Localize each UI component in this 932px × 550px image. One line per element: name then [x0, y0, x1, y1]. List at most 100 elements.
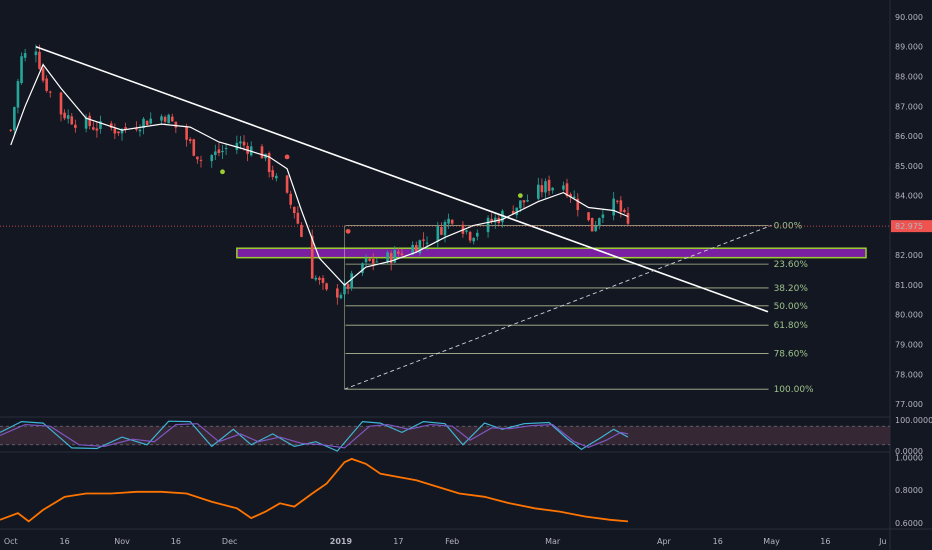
- candle-body: [318, 277, 321, 281]
- moving-average-line: [10, 63, 629, 286]
- candle-body: [217, 149, 221, 154]
- drawn-lines[interactable]: [35, 45, 772, 390]
- candle-body: [325, 283, 328, 290]
- candle-body: [590, 217, 594, 232]
- price-tick-label: 86.000: [895, 132, 923, 141]
- candle-body: [562, 185, 565, 190]
- candle-body: [210, 154, 214, 162]
- candle-body: [192, 139, 196, 156]
- lower-indicator-panel: 1.0000 0.8000 0.6000: [0, 453, 923, 528]
- candle-body: [74, 124, 77, 128]
- candle-body: [425, 242, 429, 244]
- candle-body: [163, 116, 167, 122]
- candle-body: [587, 212, 590, 221]
- candle-body: [221, 150, 224, 153]
- candle-body: [465, 230, 468, 232]
- candle-body: [576, 198, 580, 210]
- candle-body: [339, 294, 343, 299]
- date-tick-label: 16: [820, 537, 830, 546]
- candle-body: [160, 116, 163, 121]
- date-tick-label: Feb: [445, 537, 459, 546]
- date-tick-label: May: [763, 537, 780, 546]
- date-tick-label: Dec: [222, 537, 237, 546]
- candle-body: [88, 115, 92, 127]
- candle-body: [38, 51, 41, 69]
- price-tick-label: 90.000: [895, 13, 923, 22]
- candle-body: [135, 127, 138, 130]
- candle-body: [386, 252, 389, 263]
- candle-body: [310, 235, 314, 279]
- signal-markers: [220, 154, 523, 234]
- candle-body: [346, 284, 350, 289]
- trendline: [35, 45, 769, 313]
- candle-body: [397, 251, 400, 254]
- dashed-trendline: [344, 224, 772, 390]
- candle-body: [120, 128, 124, 134]
- indicator-tick-label: 0.8000: [895, 486, 923, 495]
- price-tick-label: 88.000: [895, 72, 923, 81]
- date-tick-label: Apr: [657, 537, 672, 546]
- candle-body: [537, 184, 540, 199]
- price-tick-label: 89.000: [895, 43, 923, 52]
- candle-body: [289, 193, 292, 205]
- candle-body: [551, 187, 554, 191]
- candle-body: [242, 141, 246, 146]
- candle-body: [149, 118, 153, 124]
- date-tick-label: Ju: [878, 537, 886, 546]
- candle-body: [84, 117, 88, 129]
- candle-body: [414, 245, 418, 252]
- stoch-d-line: [0, 423, 629, 449]
- candle-body: [285, 175, 289, 193]
- price-tick-label: 78.000: [895, 370, 923, 379]
- candle-body: [66, 115, 70, 119]
- candle-body: [224, 148, 228, 150]
- candle-body: [623, 209, 626, 213]
- price-tick-label: 85.000: [895, 162, 923, 171]
- candle-body: [371, 258, 375, 264]
- candle-body: [196, 156, 199, 160]
- price-tick-label: 87.000: [895, 102, 923, 111]
- candle-body: [569, 194, 572, 198]
- date-tick-label: 16: [60, 537, 70, 546]
- candle-body: [185, 126, 188, 140]
- candle-body: [375, 261, 379, 263]
- candle-body: [13, 107, 16, 131]
- candle-body: [619, 200, 623, 212]
- candle-body: [544, 181, 547, 193]
- candle-body: [364, 258, 368, 263]
- candle-body: [138, 129, 142, 132]
- candle-body: [174, 121, 178, 128]
- stochastic-panel: 100.0000 0.0000: [0, 416, 932, 456]
- candle-body: [16, 81, 20, 108]
- fibonacci-retracement[interactable]: 0.00% 23.60% 38.20% 50.00% 61.80% 78.60% 100.0…: [344, 221, 815, 395]
- candle-body: [336, 288, 339, 298]
- candle-body: [117, 131, 120, 134]
- candle-body: [515, 207, 519, 216]
- candle-body: [296, 212, 300, 224]
- candle-body: [601, 214, 605, 218]
- candle-body: [167, 114, 170, 124]
- candle-body: [275, 175, 278, 179]
- price-zone-rect: [236, 247, 867, 259]
- candle-body: [48, 91, 52, 93]
- candle-body: [626, 212, 630, 224]
- candle-body: [519, 200, 522, 209]
- date-tick-label: 17: [393, 537, 403, 546]
- stoch-k-line: [0, 420, 629, 452]
- candle-body: [45, 78, 48, 91]
- date-tick-label: Nov: [114, 537, 130, 546]
- candle-body: [271, 170, 275, 177]
- candle-body: [486, 217, 490, 233]
- price-zone: [236, 247, 867, 259]
- candle-body: [493, 217, 497, 223]
- candle-body: [109, 123, 113, 128]
- candle-body: [490, 218, 493, 223]
- candle-body: [63, 112, 66, 119]
- fib-level-label: 38.20%: [774, 284, 809, 294]
- date-tick-label: 16: [171, 537, 181, 546]
- signal-marker: [345, 228, 351, 234]
- candle-body: [361, 263, 364, 274]
